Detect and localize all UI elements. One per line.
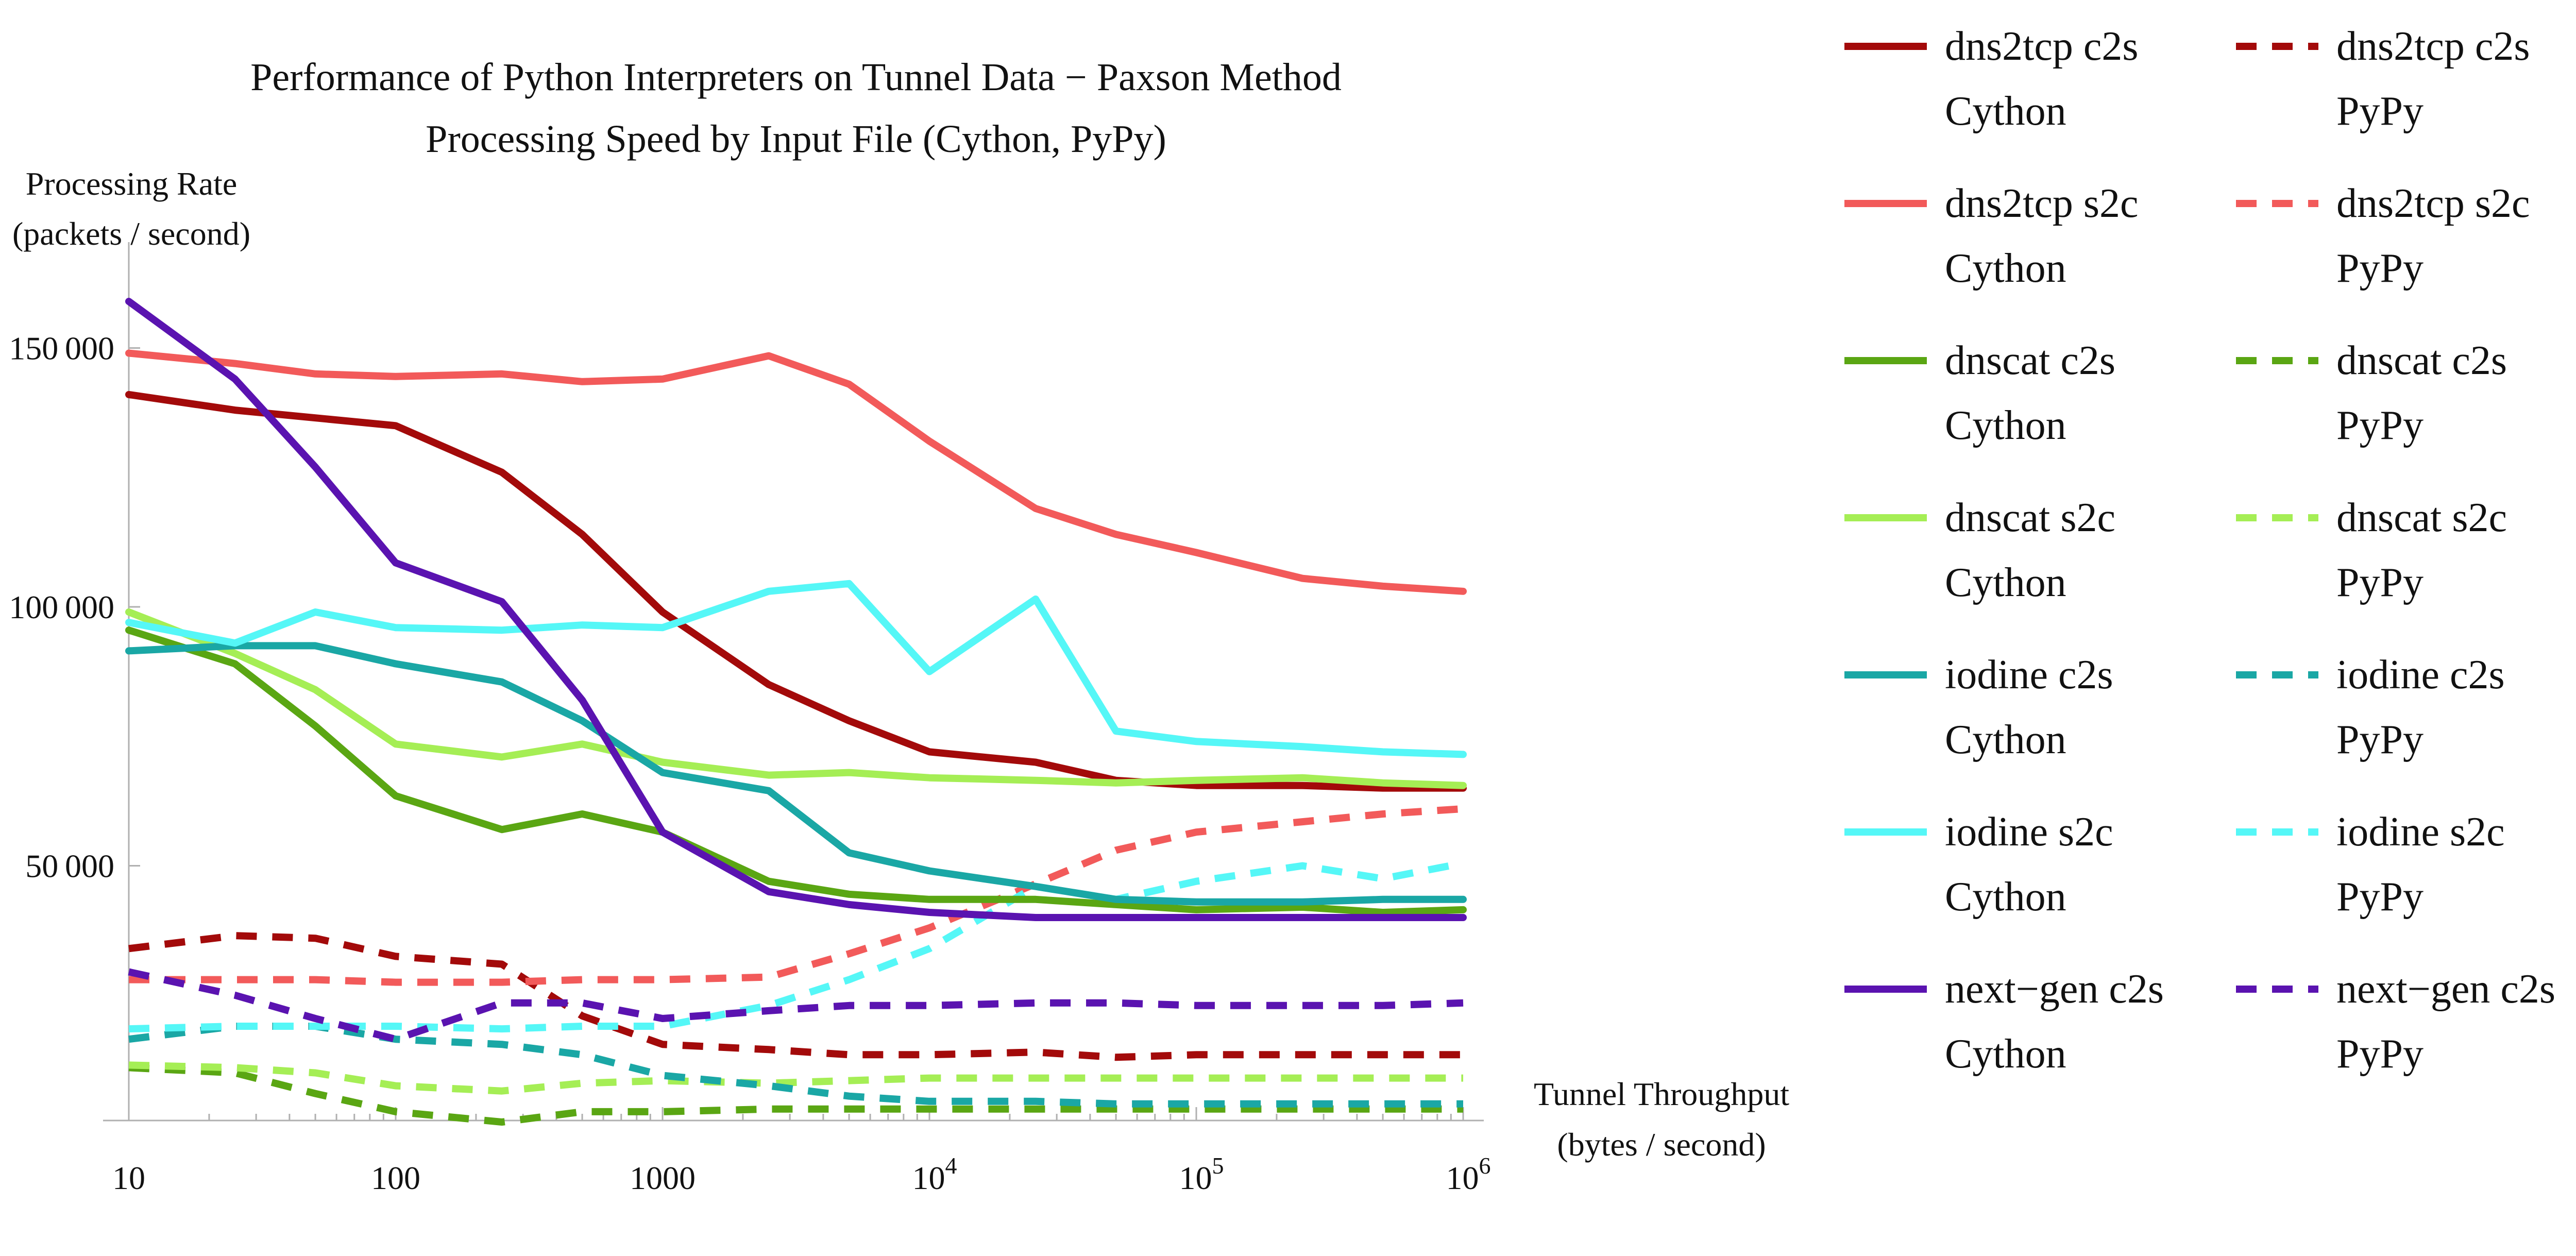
series-line-iodine-s2c-cython (125, 580, 1467, 758)
series-line-next-gen-c2s-pypy (128, 968, 1464, 1043)
legend-item-iodine-c2s-cython: iodine c2s Cython (1844, 652, 2113, 762)
legend-label-line2: PyPy (2336, 246, 2424, 291)
legend-item-next-gen-c2s-pypy: next−gen c2s PyPy (2236, 966, 2555, 1077)
axes-layer: 50 000 100 000 150 000 10 100 1000 104 105 106 (9, 242, 1491, 1196)
series-line-dnscat-s2c-cython (125, 608, 1467, 789)
legend-label-line1: iodine c2s (1945, 652, 2113, 698)
x-tick-label: 10 (112, 1160, 145, 1196)
legend-item-dnscat-c2s-pypy: dnscat c2s PyPy (2236, 338, 2507, 448)
legend-label-line1: next−gen c2s (1945, 966, 2164, 1012)
y-tick-label: 100 000 (9, 589, 114, 625)
legend-item-dns2tcp-c2s-pypy: dns2tcp c2s PyPy (2236, 24, 2530, 134)
x-tick-label: 106 (1446, 1152, 1491, 1196)
legend-label-line1: iodine c2s (2336, 652, 2505, 698)
legend-item-dnscat-s2c-pypy: dnscat s2c PyPy (2236, 495, 2507, 605)
legend-label-line2: PyPy (2336, 1031, 2424, 1077)
legend-label-line2: PyPy (2336, 560, 2424, 605)
y-tick-label: 150 000 (9, 330, 114, 367)
legend-label-line2: Cython (1945, 246, 2066, 291)
series-line-dns2tcp-c2s-cython (125, 391, 1467, 792)
y-axis-label-line2: (packets / second) (12, 215, 250, 252)
legend-item-next-gen-c2s-cython: next−gen c2s Cython (1844, 966, 2164, 1077)
y-tick-label: 50 000 (25, 848, 114, 885)
x-tick-label: 100 (371, 1160, 420, 1196)
x-tick-label: 1000 (630, 1160, 696, 1196)
legend-label-line1: dns2tcp c2s (1945, 24, 2139, 69)
legend-item-iodine-c2s-pypy: iodine c2s PyPy (2236, 652, 2505, 762)
series-line-iodine-c2s-pypy (128, 1023, 1463, 1108)
legend-label-line1: dnscat c2s (2336, 338, 2507, 383)
legend-label-line2: PyPy (2336, 717, 2424, 762)
legend-label-line2: PyPy (2336, 89, 2424, 134)
legend-label-line1: next−gen c2s (2336, 966, 2555, 1012)
legend-label-line1: dnscat s2c (2336, 495, 2507, 540)
chart-title: Performance of Python Interpreters on Tu… (250, 56, 1342, 99)
series-line-dns2tcp-s2c-cython (125, 349, 1467, 595)
legend-label-line2: PyPy (2336, 403, 2424, 448)
series-line-dnscat-s2c-pypy (128, 1061, 1463, 1095)
legend-item-iodine-s2c-pypy: iodine s2c PyPy (2236, 809, 2505, 920)
series-layer (125, 298, 1467, 1126)
legend-label-line1: dnscat s2c (1945, 495, 2115, 540)
series-line-next-gen-c2s-cython (125, 298, 1467, 921)
series-line-iodine-c2s-cython (125, 642, 1467, 906)
series-line-dnscat-c2s-cython (125, 626, 1467, 916)
series-line-dns2tcp-c2s-pypy (128, 932, 1463, 1061)
legend-item-iodine-s2c-cython: iodine s2c Cython (1844, 809, 2113, 920)
legend-label-line2: Cython (1945, 717, 2066, 762)
legend-item-dnscat-c2s-cython: dnscat c2s Cython (1844, 338, 2115, 448)
legend-label-line1: dnscat c2s (1945, 338, 2115, 383)
legend-label-line2: Cython (1945, 874, 2066, 920)
legend-item-dns2tcp-s2c-pypy: dns2tcp s2c PyPy (2236, 181, 2530, 291)
legend-label-line2: Cython (1945, 1031, 2066, 1077)
legend-label-line1: iodine s2c (1945, 809, 2113, 855)
series-line-dns2tcp-s2c-pypy (129, 805, 1464, 986)
chart-subtitle: Processing Speed by Input File (Cython, … (426, 117, 1166, 161)
legend-label-line1: dns2tcp c2s (2336, 24, 2530, 69)
legend-label-line1: dns2tcp s2c (1945, 181, 2139, 226)
legend-label-line1: iodine s2c (2336, 809, 2505, 855)
legend-label-line2: Cython (1945, 560, 2066, 605)
legend-label-line2: PyPy (2336, 874, 2424, 920)
series-line-dnscat-c2s-pypy (128, 1064, 1463, 1126)
legend-item-dns2tcp-s2c-cython: dns2tcp s2c Cython (1844, 181, 2139, 291)
y-axis-label-line1: Processing Rate (26, 165, 238, 202)
legend-label-line2: Cython (1945, 403, 2066, 448)
legend-label-line1: dns2tcp s2c (2336, 181, 2530, 226)
legend-item-dnscat-s2c-cython: dnscat s2c Cython (1844, 495, 2115, 605)
x-tick-label: 105 (1179, 1152, 1224, 1196)
x-axis-label-line1: Tunnel Throughput (1534, 1076, 1789, 1112)
x-axis-label-line2: (bytes / second) (1557, 1126, 1766, 1163)
legend-label-line2: Cython (1945, 89, 2066, 134)
legend-item-dns2tcp-c2s-cython: dns2tcp c2s Cython (1844, 24, 2139, 134)
x-tick-label: 104 (912, 1152, 957, 1196)
